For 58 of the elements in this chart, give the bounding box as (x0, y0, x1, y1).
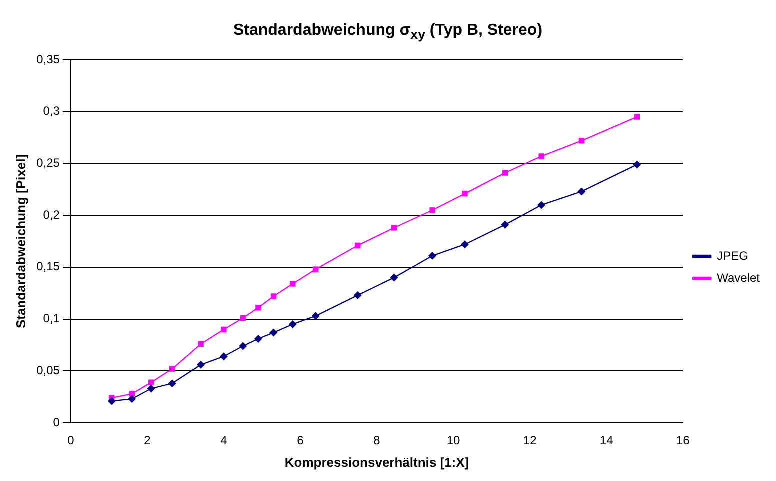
point (312, 266, 319, 272)
point (501, 220, 510, 229)
y-axis-title: Standardabweichung [Pixel] (13, 154, 28, 329)
x-tick-label: 14 (600, 434, 614, 448)
point (634, 114, 640, 120)
x-tick-label: 8 (374, 434, 381, 448)
point (197, 360, 206, 369)
point (430, 208, 436, 214)
x-tick-label: 16 (676, 434, 690, 448)
point (254, 334, 262, 343)
y-tick-label: 0,2 (43, 208, 60, 222)
point (108, 397, 116, 406)
point (354, 291, 362, 300)
y-tick-label: 0,3 (43, 104, 60, 118)
x-tick-label: 10 (446, 434, 461, 448)
x-tick-label: 4 (220, 434, 228, 448)
point (198, 341, 204, 348)
x-tick-label: 0 (68, 434, 75, 448)
y-tick-label: 0,05 (36, 363, 60, 378)
point (538, 154, 544, 160)
legend-label: Wavelet (717, 270, 761, 285)
point (538, 201, 546, 210)
point (148, 380, 154, 386)
point (240, 315, 246, 322)
point (312, 312, 320, 320)
y-tick-label: 0,15 (36, 260, 60, 274)
point (256, 305, 262, 311)
y-tick-label: 0,25 (36, 156, 60, 170)
point (239, 342, 248, 350)
point (461, 240, 470, 249)
point (147, 384, 156, 393)
x-tick-label: 2 (144, 434, 152, 448)
point (428, 252, 436, 260)
chart-title: Standardabweichung σ$_{xy}$ (Typ B, Stereo) (232, 22, 544, 42)
point (462, 190, 468, 197)
x-tick-label: 12 (523, 434, 538, 448)
point (578, 188, 586, 196)
y-tick-label: 0,35 (36, 52, 60, 66)
x-axis-title: Kompressionsverhältnis [1:X] (284, 454, 470, 470)
point (391, 225, 398, 231)
point (290, 281, 296, 287)
point (355, 242, 361, 248)
point (220, 352, 228, 361)
legend-label: JPEG (717, 248, 748, 263)
point (221, 326, 227, 332)
point (168, 380, 176, 388)
y-tick-label: 0 (53, 415, 60, 430)
x-tick-label: 6 (297, 434, 304, 448)
point (170, 366, 176, 372)
point (390, 274, 398, 282)
point (128, 395, 136, 404)
point (270, 328, 278, 337)
point (288, 320, 297, 328)
y-tick-label: 0,1 (43, 312, 60, 326)
point (578, 138, 585, 144)
point (270, 294, 277, 300)
point (502, 170, 508, 176)
point (633, 160, 642, 169)
